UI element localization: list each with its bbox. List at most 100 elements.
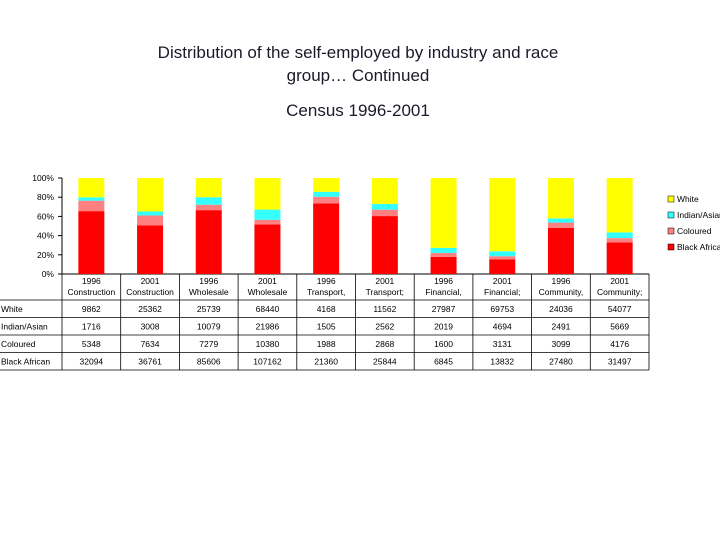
table-cell: 5669	[610, 321, 629, 331]
bar-segment-coloured	[313, 196, 340, 204]
y-tick-label: 100%	[32, 173, 54, 183]
legend-label-white: White	[677, 194, 699, 204]
table-cell: 9862	[82, 304, 101, 314]
x-tick-industry: Community,	[539, 287, 584, 297]
bar-segment-indian-asian	[547, 218, 574, 223]
bar-segment-black-african	[313, 203, 340, 274]
table-cell: 7279	[199, 339, 218, 349]
table-row-label: Coloured	[1, 339, 36, 349]
bar-segment-coloured	[137, 215, 164, 226]
legend-swatch-indian-asian	[667, 211, 675, 219]
y-tick-label: 40%	[37, 231, 54, 241]
x-tick-industry: Wholesale	[189, 287, 229, 297]
bar-segment-indian-asian	[430, 247, 457, 253]
table-cell: 3099	[551, 339, 570, 349]
chart-title-line-1: Distribution of the self-employed by ind…	[157, 43, 559, 62]
bar-segment-coloured	[489, 256, 516, 260]
x-tick-industry: Transport,	[307, 287, 345, 297]
x-tick-industry: Construction	[126, 287, 174, 297]
legend-swatch-black-african	[667, 243, 675, 251]
bar-segment-indian-asian	[137, 211, 164, 216]
bar-segment-indian-asian	[195, 197, 222, 205]
x-tick-industry: Financial;	[484, 287, 520, 297]
bar-segment-black-african	[606, 242, 633, 274]
table-cell: 36761	[138, 356, 162, 366]
table-cell: 25844	[373, 356, 397, 366]
table-row-label: White	[1, 304, 23, 314]
x-tick-industry: Community;	[597, 287, 642, 297]
bar-segment-indian-asian	[254, 209, 281, 220]
table-cell: 68440	[256, 304, 280, 314]
bar-segment-coloured	[547, 222, 574, 228]
table-cell: 54077	[608, 304, 632, 314]
bar-segment-white	[430, 178, 457, 248]
table-cell: 24036	[549, 304, 573, 314]
bar-segment-coloured	[606, 238, 633, 243]
table-row-label: Black African	[1, 356, 50, 366]
x-tick-year: 1996	[434, 276, 453, 286]
bar-segment-coloured	[78, 200, 105, 212]
x-tick-year: 1996	[199, 276, 218, 286]
legend-swatch-white	[667, 195, 675, 203]
legend-label-black-african: Black African	[677, 242, 720, 252]
legend-label-indian-asian: Indian/Asian	[677, 210, 720, 220]
bar-segment-indian-asian	[78, 197, 105, 201]
table-cell: 2019	[434, 321, 453, 331]
table-cell: 1600	[434, 339, 453, 349]
stacked-bar-chart: 0%20%40%60%80%100%1996Construction2001Co…	[0, 173, 720, 371]
bar-segment-white	[313, 178, 340, 192]
bar-segment-coloured	[254, 219, 281, 225]
bar-segment-indian-asian	[606, 232, 633, 239]
bar-segment-black-african	[547, 227, 574, 274]
table-cell: 27480	[549, 356, 573, 366]
x-tick-year: 1996	[317, 276, 336, 286]
table-cell: 21986	[256, 321, 280, 331]
table-cell: 2562	[375, 321, 394, 331]
bar-segment-white	[195, 178, 222, 198]
bar-segment-black-african	[195, 210, 222, 274]
table-cell: 13832	[490, 356, 514, 366]
table-cell: 10380	[256, 339, 280, 349]
legend-swatch-coloured	[667, 227, 675, 235]
bar-segment-black-african	[78, 211, 105, 274]
table-cell: 1988	[317, 339, 336, 349]
bar-segment-white	[137, 178, 164, 212]
x-tick-industry: Construction	[67, 287, 115, 297]
table-cell: 31497	[608, 356, 632, 366]
bar-segment-black-african	[371, 216, 398, 274]
bar-segment-coloured	[371, 209, 398, 217]
bar-segment-indian-asian	[371, 203, 398, 210]
bar-segment-coloured	[195, 204, 222, 211]
bar-segment-black-african	[254, 224, 281, 274]
bar-segment-indian-asian	[313, 191, 340, 197]
x-tick-year: 2001	[258, 276, 277, 286]
legend-label-coloured: Coloured	[677, 226, 712, 236]
y-tick-label: 20%	[37, 250, 54, 260]
bar-segment-white	[606, 178, 633, 233]
table-cell: 85606	[197, 356, 221, 366]
y-tick-label: 80%	[37, 192, 54, 202]
table-cell: 3008	[141, 321, 160, 331]
table-cell: 5348	[82, 339, 101, 349]
table-cell: 3131	[493, 339, 512, 349]
x-tick-year: 2001	[493, 276, 512, 286]
table-cell: 10079	[197, 321, 221, 331]
x-tick-industry: Transport;	[366, 287, 404, 297]
table-row-label: Indian/Asian	[1, 321, 48, 331]
table-cell: 6845	[434, 356, 453, 366]
bar-segment-white	[547, 178, 574, 219]
bar-segment-black-african	[430, 256, 457, 274]
table-cell: 4168	[317, 304, 336, 314]
bar-segment-white	[371, 178, 398, 204]
x-tick-year: 1996	[82, 276, 101, 286]
chart-subtitle: Census 1996-2001	[286, 101, 430, 120]
table-cell: 21360	[314, 356, 338, 366]
bar-segment-black-african	[489, 259, 516, 274]
bar-segment-black-african	[137, 225, 164, 274]
y-tick-label: 0%	[42, 269, 55, 279]
bar-segment-coloured	[430, 252, 457, 257]
bar-segment-white	[489, 178, 516, 252]
table-cell: 7634	[141, 339, 160, 349]
bar-segment-indian-asian	[489, 251, 516, 257]
table-cell: 4176	[610, 339, 629, 349]
